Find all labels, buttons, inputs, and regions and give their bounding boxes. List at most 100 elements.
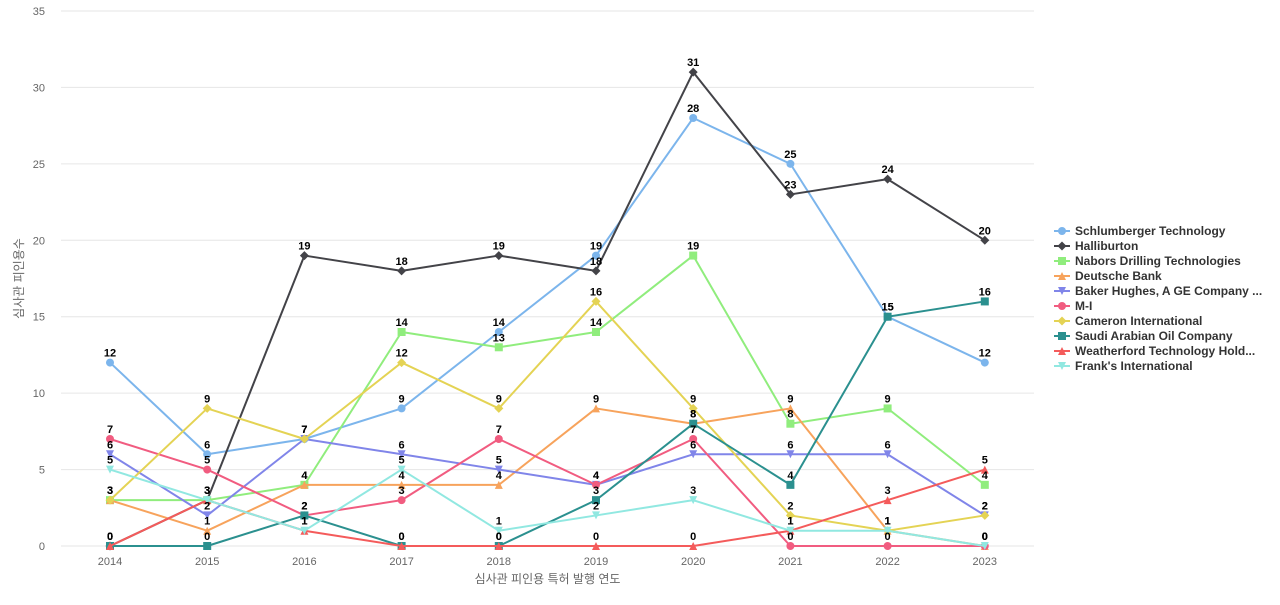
series-line[interactable] <box>109 438 985 547</box>
data-point[interactable] <box>494 480 503 489</box>
data-point[interactable] <box>592 251 600 260</box>
data-point[interactable] <box>980 358 989 367</box>
data-point[interactable] <box>786 542 795 550</box>
data-point[interactable] <box>883 404 892 413</box>
data-point[interactable] <box>980 235 990 245</box>
data-point[interactable] <box>785 189 795 199</box>
data-point[interactable] <box>494 343 503 352</box>
data-point[interactable] <box>980 465 989 474</box>
data-point[interactable] <box>980 542 989 550</box>
data-point[interactable] <box>397 465 406 474</box>
data-point[interactable] <box>689 435 698 443</box>
series-line[interactable] <box>109 468 985 547</box>
data-point[interactable] <box>591 266 601 276</box>
data-point[interactable] <box>106 435 114 443</box>
series-line[interactable] <box>109 407 985 547</box>
data-point[interactable] <box>203 465 212 474</box>
data-point[interactable] <box>592 496 600 505</box>
data-point[interactable] <box>883 450 892 459</box>
data-point[interactable] <box>688 403 698 413</box>
data-point[interactable] <box>299 251 309 261</box>
data-point[interactable] <box>785 510 795 520</box>
data-point[interactable] <box>786 419 795 428</box>
data-point[interactable] <box>592 328 600 336</box>
data-point[interactable] <box>106 542 114 550</box>
data-point[interactable] <box>883 526 892 535</box>
data-point[interactable] <box>203 450 212 459</box>
data-point[interactable] <box>397 358 407 368</box>
legend-item[interactable]: Nabors Drilling Technologies <box>1054 254 1241 268</box>
data-point[interactable] <box>980 510 990 520</box>
legend-item[interactable]: Frank's International <box>1054 359 1193 373</box>
data-point[interactable] <box>494 403 504 413</box>
legend-item[interactable]: Baker Hughes, A GE Company ... <box>1054 284 1262 298</box>
data-point[interactable] <box>300 526 309 535</box>
data-point[interactable] <box>980 297 989 306</box>
data-point[interactable] <box>203 496 212 505</box>
data-point[interactable] <box>397 480 406 489</box>
data-point[interactable] <box>300 511 309 520</box>
data-point[interactable] <box>494 526 503 535</box>
legend-item[interactable]: Schlumberger Technology <box>1054 224 1226 238</box>
legend-item[interactable]: M-I <box>1054 299 1092 313</box>
series-line[interactable] <box>109 117 986 456</box>
data-point[interactable] <box>689 419 698 428</box>
series-line[interactable] <box>110 254 986 502</box>
data-point[interactable] <box>786 404 795 413</box>
data-point[interactable] <box>106 465 114 474</box>
data-point[interactable] <box>592 511 600 520</box>
data-point[interactable] <box>106 358 114 367</box>
data-point[interactable] <box>494 465 503 474</box>
data-point[interactable] <box>203 542 212 550</box>
data-point[interactable] <box>786 480 795 489</box>
data-point[interactable] <box>397 328 406 336</box>
data-point[interactable] <box>786 450 795 459</box>
legend-item[interactable]: Saudi Arabian Oil Company <box>1054 329 1233 343</box>
data-point[interactable] <box>397 496 406 505</box>
data-point[interactable] <box>397 542 406 550</box>
data-point[interactable] <box>786 159 795 168</box>
data-point[interactable] <box>689 114 698 122</box>
series-line[interactable] <box>110 300 985 547</box>
data-point[interactable] <box>203 511 212 520</box>
data-label: 3 <box>204 485 210 497</box>
data-label: 9 <box>885 393 891 405</box>
data-point[interactable] <box>397 450 406 459</box>
data-point[interactable] <box>689 251 698 260</box>
data-label: 2 <box>982 500 988 512</box>
legend-item[interactable]: Deutsche Bank <box>1054 269 1162 283</box>
data-point[interactable] <box>299 434 309 444</box>
data-point[interactable] <box>980 480 989 489</box>
legend-item[interactable]: Weatherford Technology Hold... <box>1054 344 1255 358</box>
data-point[interactable] <box>592 404 600 413</box>
series-line[interactable] <box>109 71 986 547</box>
data-point[interactable] <box>689 496 698 505</box>
data-label: 14 <box>493 317 506 329</box>
data-point[interactable] <box>397 404 406 413</box>
data-point[interactable] <box>688 67 698 77</box>
data-point[interactable] <box>203 526 212 535</box>
data-point[interactable] <box>202 403 212 413</box>
data-point[interactable] <box>494 328 503 336</box>
data-point[interactable] <box>689 542 698 550</box>
data-point[interactable] <box>786 526 795 535</box>
legend-item[interactable]: Cameron International <box>1054 314 1202 328</box>
data-point[interactable] <box>883 174 893 184</box>
series-line[interactable] <box>109 438 986 517</box>
data-point[interactable] <box>591 296 601 306</box>
data-point[interactable] <box>883 312 892 321</box>
data-point[interactable] <box>494 251 504 261</box>
data-point[interactable] <box>105 495 115 505</box>
data-point[interactable] <box>689 450 698 459</box>
data-point[interactable] <box>494 435 503 443</box>
series-line[interactable] <box>109 300 985 532</box>
data-point[interactable] <box>883 542 892 550</box>
data-point[interactable] <box>592 542 600 550</box>
data-point[interactable] <box>106 450 114 459</box>
legend-item[interactable]: Halliburton <box>1054 239 1138 253</box>
data-point[interactable] <box>397 266 407 276</box>
data-point[interactable] <box>592 480 600 489</box>
data-point[interactable] <box>883 496 892 505</box>
data-point[interactable] <box>300 480 309 489</box>
data-point[interactable] <box>494 542 503 550</box>
